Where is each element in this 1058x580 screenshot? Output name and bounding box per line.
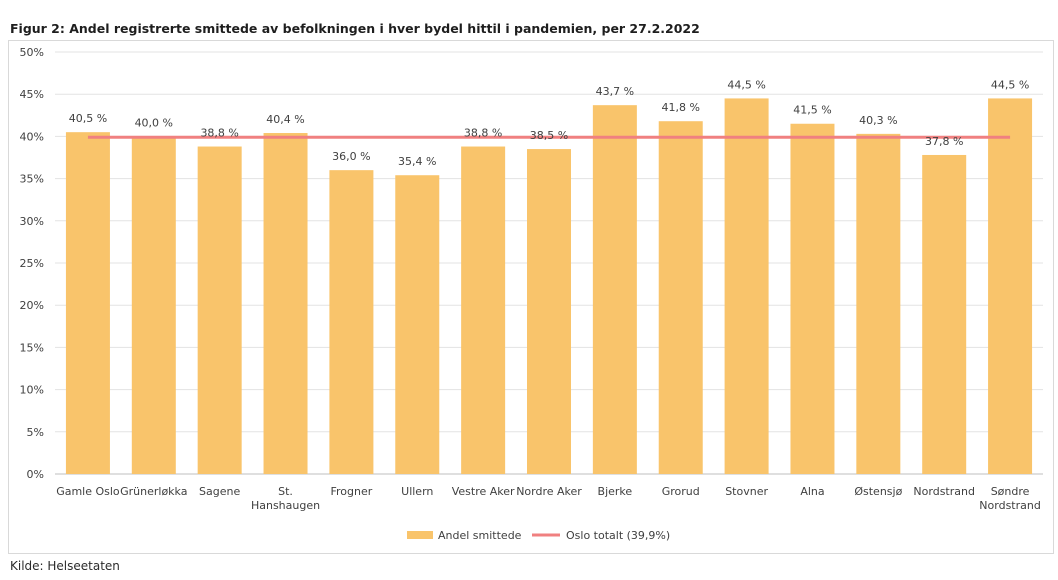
- y-tick-label: 35%: [20, 173, 44, 186]
- bar: [856, 133, 901, 475]
- y-tick-label: 50%: [20, 46, 44, 59]
- y-tick-label: 5%: [27, 426, 44, 439]
- chart-title: Figur 2: Andel registrerte smittede av b…: [10, 21, 700, 36]
- x-tick-label: Gamle Oslo: [56, 485, 120, 498]
- y-tick-label: 25%: [20, 257, 44, 270]
- bar: [527, 149, 571, 474]
- data-label: 40,5 %: [69, 112, 107, 125]
- x-tick-label: Østensjø: [854, 485, 902, 498]
- legend-swatch-bar: [407, 531, 433, 539]
- bar-chart: 0% 5% 10% 15% 20% 25% 30% 35% 40% 45% 50% 40,5 % 40,…: [20, 46, 1043, 542]
- x-tick-label: Frogner: [331, 485, 373, 498]
- data-label: 38,8 %: [464, 127, 502, 140]
- data-label: 38,5 %: [530, 129, 568, 142]
- bar: [922, 154, 967, 474]
- chart-frame: [8, 40, 1054, 554]
- bar: [988, 98, 1033, 475]
- y-tick-label: 20%: [20, 299, 44, 312]
- bar: [724, 98, 769, 475]
- y-tick-label: 30%: [20, 215, 44, 228]
- source-note: Kilde: Helseetaten: [10, 559, 120, 573]
- bar: [395, 175, 440, 474]
- data-label: 35,4 %: [398, 155, 436, 168]
- x-tick-label: Vestre Aker: [452, 485, 515, 498]
- y-tick-label: 15%: [20, 341, 44, 354]
- bar: [131, 136, 176, 474]
- x-tick-label: Søndre: [991, 485, 1030, 498]
- bar: [592, 105, 637, 474]
- bar: [197, 146, 242, 474]
- bar: [790, 123, 835, 475]
- data-label: 40,3 %: [859, 114, 897, 127]
- x-tick-label: Ullern: [401, 485, 433, 498]
- data-label: 41,8 %: [662, 101, 700, 114]
- y-tick-label: 45%: [20, 88, 44, 101]
- bar: [263, 133, 308, 475]
- data-label: 40,4 %: [266, 113, 304, 126]
- legend-label: Andel smittede: [438, 529, 522, 542]
- data-label: 44,5 %: [727, 78, 765, 91]
- data-label: 44,5 %: [991, 78, 1029, 91]
- x-tick-label: Alna: [800, 485, 824, 498]
- y-tick-label: 40%: [20, 130, 44, 143]
- data-label: 43,7 %: [596, 85, 634, 98]
- y-tick-label: 10%: [20, 384, 44, 397]
- x-tick-label: Grorud: [662, 485, 700, 498]
- legend-label: Oslo totalt (39,9%): [566, 529, 670, 542]
- x-tick-label: Bjerke: [598, 485, 633, 498]
- bar: [329, 170, 374, 474]
- x-tick-label: Nordstrand: [979, 499, 1041, 512]
- bar: [65, 132, 110, 474]
- bar: [461, 146, 506, 474]
- y-tick-label: 0%: [27, 468, 44, 481]
- x-tick-label: Grünerløkka: [120, 485, 187, 498]
- data-label: 36,0 %: [332, 150, 370, 163]
- x-tick-label: Nordstrand: [913, 485, 975, 498]
- data-label: 37,8 %: [925, 135, 963, 148]
- bar: [658, 121, 703, 474]
- data-label: 40,0 %: [135, 116, 173, 129]
- x-tick-label: Stovner: [725, 485, 768, 498]
- data-label: 41,5 %: [793, 104, 831, 117]
- x-tick-label: Nordre Aker: [516, 485, 582, 498]
- data-label: 38,8 %: [200, 127, 238, 140]
- x-tick-label: Hanshaugen: [251, 499, 320, 512]
- x-tick-label: St.: [278, 485, 293, 498]
- x-tick-label: Sagene: [199, 485, 240, 498]
